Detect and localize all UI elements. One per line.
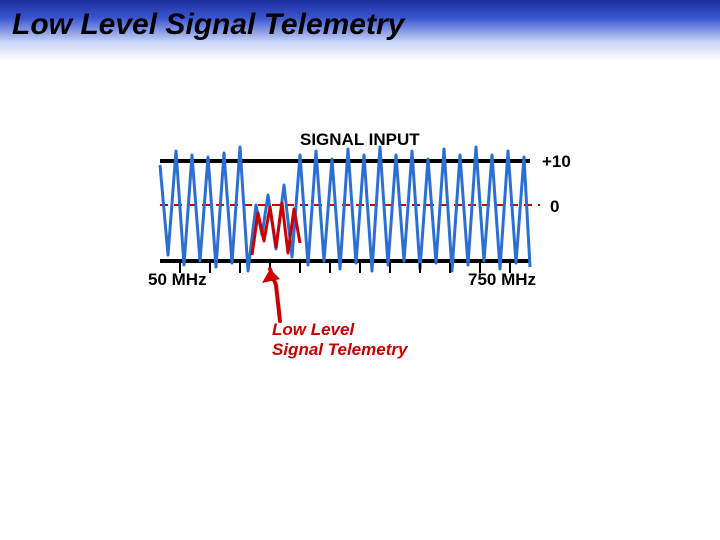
label-xleft: 50 MHz — [148, 270, 207, 289]
callout-arrow-head — [262, 269, 280, 283]
main-signal — [160, 147, 530, 271]
label-xright: 750 MHz — [468, 270, 536, 289]
slide-title: Low Level Signal Telemetry — [12, 8, 404, 42]
label-zero: 0 — [550, 197, 559, 216]
label-cap2: Signal Telemetry — [272, 340, 409, 359]
label-cap1: Low Level — [272, 320, 355, 339]
signal-chart: SIGNAL INPUT +10 0 50 MHz 750 MHz Low LevelSi… — [130, 125, 590, 385]
label-plus10: +10 — [542, 152, 571, 171]
label-top: SIGNAL INPUT — [300, 130, 420, 149]
